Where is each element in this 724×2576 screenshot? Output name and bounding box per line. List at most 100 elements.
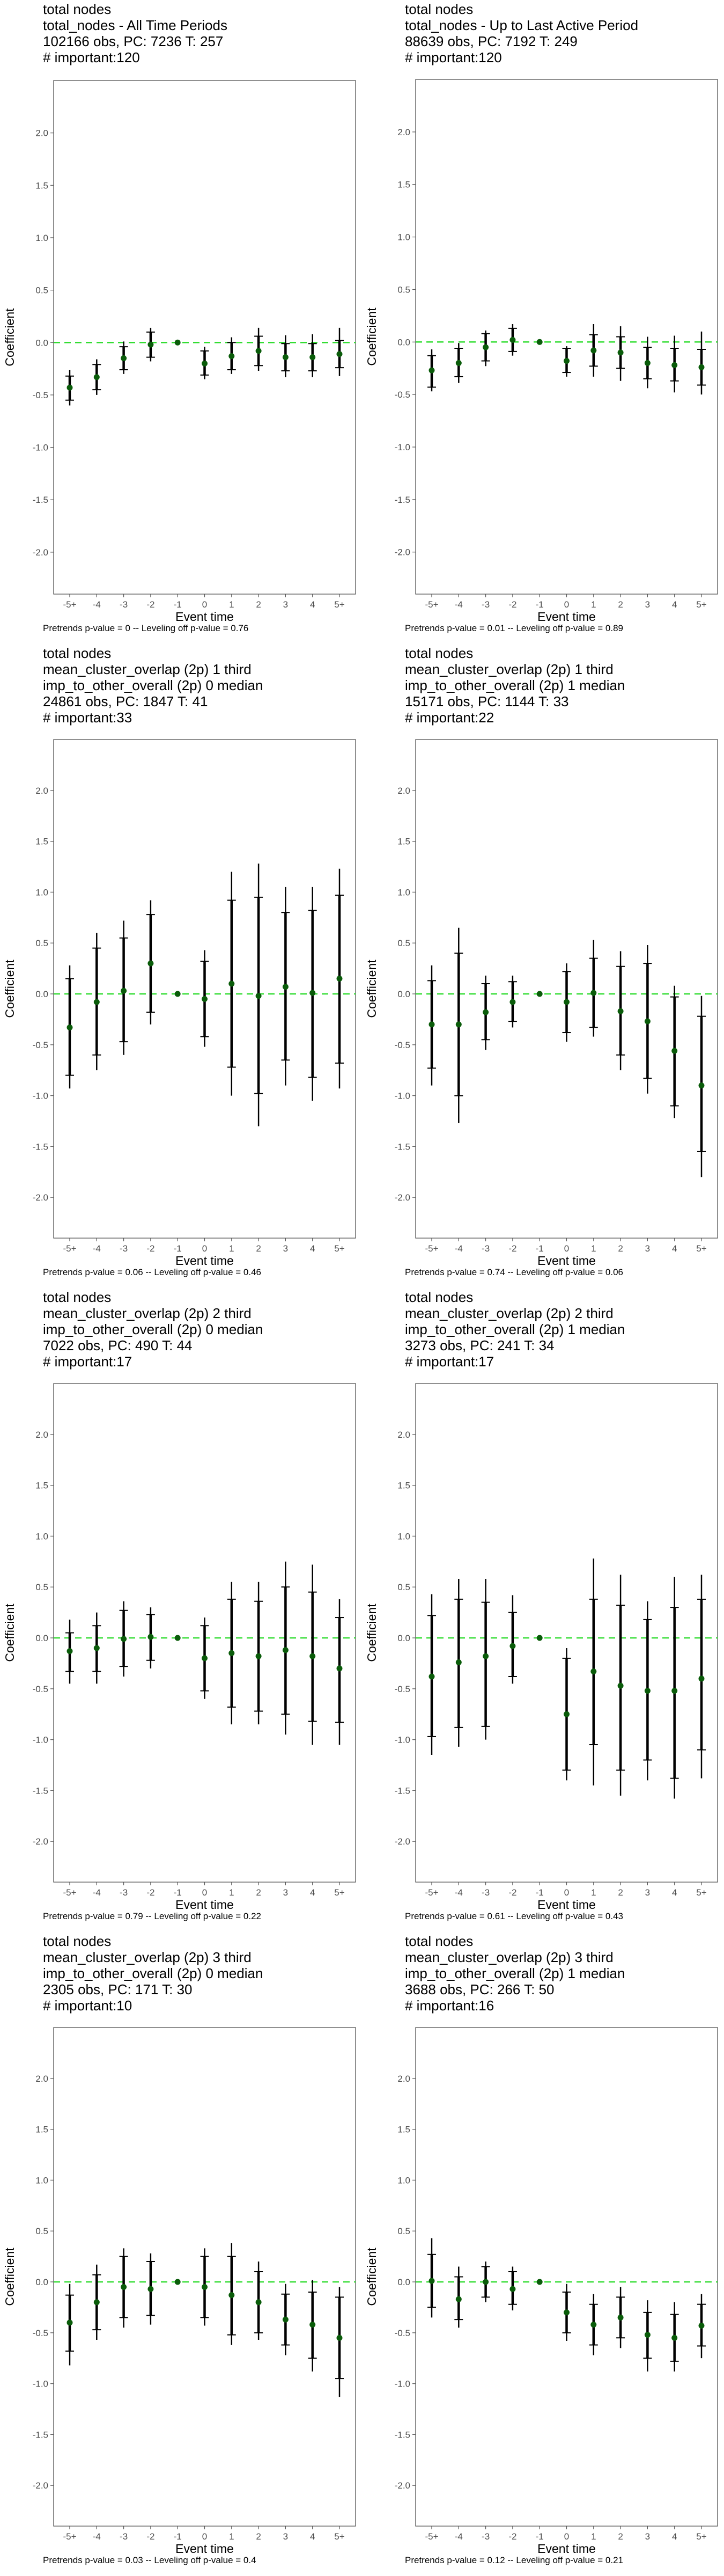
- chart-svg: -2.0 -1.5 -1.0 -0.5 0.0 0.5 1.0 1.5 2.0 -5+ -4 -3 -2…: [365, 739, 718, 1268]
- y-tick-label: 0.0: [35, 2277, 48, 2287]
- x-tick-label: -5+: [425, 599, 438, 610]
- estimate-point: [202, 1655, 208, 1662]
- y-tick-label: 1.0: [397, 1531, 410, 1541]
- x-tick-label: 4: [310, 599, 315, 610]
- chart-title-line: imp_to_other_overall (2p) 0 median: [43, 677, 263, 693]
- plot-frame: [415, 1383, 718, 1883]
- estimate-point: [483, 344, 489, 350]
- chart-panel: total nodes total_nodes - All Time Period…: [0, 0, 362, 644]
- y-axis-label: Coefficient: [365, 1604, 379, 1662]
- x-tick-label: 4: [672, 1887, 677, 1898]
- chart-title: total nodes mean_cluster_overlap (2p) 1 t…: [405, 645, 721, 726]
- estimate-point: [282, 2316, 289, 2323]
- x-tick-label: 5+: [696, 599, 706, 610]
- x-tick-label: -1: [536, 599, 544, 610]
- x-tick-label: 3: [283, 599, 288, 610]
- x-tick-label: -3: [120, 1243, 128, 1254]
- x-tick-label: 4: [672, 1243, 677, 1254]
- y-tick-label: 2.0: [397, 2074, 410, 2084]
- chart-title-line: 15171 obs, PC: 1144 T: 33: [405, 693, 569, 709]
- x-tick-label: 4: [310, 2531, 315, 2542]
- estimate-point: [536, 991, 543, 997]
- estimate-point: [255, 348, 262, 354]
- y-tick-label: 0.0: [397, 989, 410, 999]
- estimate-point: [617, 1008, 624, 1014]
- estimate-point: [309, 354, 316, 361]
- y-tick-label: -0.5: [395, 1684, 410, 1694]
- y-tick-label: 0.5: [397, 284, 410, 295]
- estimate-point: [698, 1675, 705, 1682]
- x-tick-label: -2: [508, 1887, 516, 1898]
- y-tick-label: -0.5: [395, 1040, 410, 1050]
- chart-title-line: # important:120: [405, 49, 502, 65]
- y-tick-label: 0.0: [397, 2277, 410, 2287]
- x-tick-label: 3: [645, 1887, 650, 1898]
- x-axis-label: Event time: [175, 1254, 234, 1268]
- y-tick-label: 0.0: [35, 989, 48, 999]
- y-tick-label: -1.0: [33, 1735, 48, 1745]
- y-tick-label: -0.5: [395, 390, 410, 400]
- x-tick-label: 1: [229, 2531, 234, 2542]
- x-axis-label: Event time: [537, 610, 596, 624]
- x-tick-label: 0: [202, 2531, 207, 2542]
- x-tick-label: 5+: [696, 1887, 706, 1898]
- y-tick-label: -2.0: [395, 2480, 410, 2491]
- x-tick-label: 3: [283, 1243, 288, 1254]
- chart-title-line: total nodes: [43, 1933, 112, 1949]
- x-tick-label: -4: [455, 1243, 463, 1254]
- estimate-point: [282, 1647, 289, 1653]
- chart-title-line: mean_cluster_overlap (2p) 1 third: [405, 661, 614, 677]
- x-tick-label: 2: [618, 1243, 623, 1254]
- estimate-point: [228, 353, 235, 360]
- y-tick-label: -1.5: [395, 1141, 410, 1152]
- x-tick-label: 3: [283, 2531, 288, 2542]
- chart-title-line: # important:17: [405, 1353, 494, 1370]
- chart-title-line: mean_cluster_overlap (2p) 2 third: [405, 1305, 614, 1321]
- estimate-point: [536, 1635, 543, 1641]
- x-tick-label: -4: [455, 1887, 463, 1898]
- chart-title-line: mean_cluster_overlap (2p) 3 third: [405, 1949, 614, 1965]
- estimate-point: [564, 999, 570, 1005]
- x-tick-label: -2: [508, 599, 516, 610]
- chart-title: total nodes total_nodes - All Time Period…: [43, 1, 359, 65]
- estimate-point: [509, 2286, 516, 2292]
- x-tick-label: 4: [672, 599, 677, 610]
- chart-title: total nodes mean_cluster_overlap (2p) 3 t…: [43, 1933, 359, 2014]
- x-tick-label: -1: [174, 599, 182, 610]
- x-tick-label: -5+: [63, 2531, 76, 2542]
- estimate-point: [121, 355, 127, 362]
- x-tick-label: -4: [455, 599, 463, 610]
- x-tick-label: 1: [591, 2531, 596, 2542]
- estimate-point: [121, 2284, 127, 2290]
- chart-panel: total nodes mean_cluster_overlap (2p) 2 t…: [362, 1288, 724, 1932]
- y-tick-label: 1.5: [35, 1481, 48, 1491]
- estimate-point: [255, 1653, 262, 1659]
- x-tick-label: -2: [146, 599, 154, 610]
- estimate-point: [309, 2322, 316, 2328]
- x-tick-label: -1: [174, 1243, 182, 1254]
- estimate-point: [564, 358, 570, 364]
- x-tick-label: 3: [645, 1243, 650, 1254]
- y-tick-label: 2.0: [35, 1430, 48, 1440]
- x-tick-label: -5+: [425, 2531, 438, 2542]
- y-tick-label: 2.0: [397, 127, 410, 137]
- x-tick-label: 2: [256, 1243, 261, 1254]
- x-tick-label: -2: [146, 1243, 154, 1254]
- y-tick-label: -1.0: [395, 1091, 410, 1101]
- y-tick-label: 1.0: [397, 2175, 410, 2185]
- x-tick-label: -4: [93, 1887, 101, 1898]
- y-axis-label: Coefficient: [365, 2248, 379, 2306]
- estimate-point: [644, 360, 651, 366]
- x-tick-label: 2: [256, 2531, 261, 2542]
- estimate-point: [617, 349, 624, 356]
- y-tick-label: -1.0: [395, 442, 410, 452]
- x-tick-label: 1: [229, 1243, 234, 1254]
- estimate-point: [564, 2309, 570, 2316]
- chart-title-line: total_nodes - All Time Periods: [43, 17, 227, 33]
- estimate-point: [174, 339, 181, 346]
- chart-title-line: # important:33: [43, 709, 132, 726]
- y-tick-label: 1.5: [35, 837, 48, 847]
- estimate-point: [671, 1048, 678, 1054]
- y-tick-label: -1.5: [33, 2429, 48, 2440]
- y-tick-label: 2.0: [35, 786, 48, 796]
